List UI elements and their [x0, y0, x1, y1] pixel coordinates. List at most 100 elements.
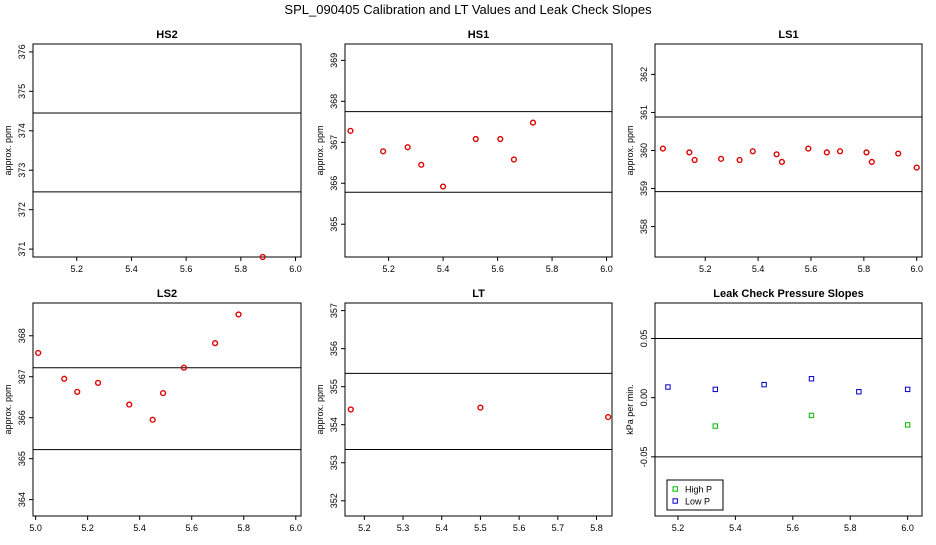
- chart-title: LS1: [778, 29, 798, 41]
- y-tick-label: 361: [639, 105, 649, 120]
- y-tick-label: 362: [639, 67, 649, 82]
- x-tick-label: 5.3: [397, 523, 410, 533]
- x-tick-label: 5.2: [70, 264, 83, 274]
- data-point-low-p: [856, 389, 862, 395]
- plot-frame: [344, 43, 613, 258]
- y-tick-label: 352: [329, 493, 339, 508]
- plot-frame: [344, 302, 613, 517]
- x-tick-label: 5.6: [185, 523, 198, 533]
- chart-hs1: HS1 5.2 5.4 5.6 5.8 6.0 365 366 367 368 369 approx.…: [315, 29, 613, 274]
- y-axis-label: approx. ppm: [3, 125, 13, 175]
- y-axis-label: kPa per min.: [625, 384, 635, 435]
- data-point: [159, 390, 167, 397]
- data-point-low-p: [904, 386, 911, 393]
- y-tick-label: 371: [17, 242, 27, 257]
- x-tick-label: 5.4: [125, 264, 138, 274]
- x-tick-label: 5.6: [180, 264, 193, 274]
- data-point-low-p: [712, 386, 718, 393]
- data-point: [913, 164, 920, 171]
- data-point: [347, 127, 354, 134]
- data-point: [868, 158, 875, 166]
- chart-ls1: LS1 5.2 5.4 5.6 5.8 6.0 358 359 360 361 362 approx.…: [625, 29, 923, 274]
- x-tick-label: 5.0: [29, 523, 42, 533]
- chart-leak: Leak Check Pressure Slopes 5.2 5.4 5.6 5.8 6.…: [625, 288, 923, 533]
- x-tick-label: 5.2: [81, 523, 94, 533]
- x-tick-label: 5.4: [729, 523, 742, 533]
- data-point-low-p: [761, 381, 767, 388]
- plot-frame: [32, 43, 302, 258]
- x-tick-label: 6.0: [290, 523, 303, 533]
- data-point: [605, 414, 612, 421]
- chart-lt: LT 5.2 5.3 5.4 5.5 5.6 5.7 5.8 352 353 354 355 356 35…: [315, 288, 613, 533]
- chart-hs2: HS2 5.2 5.4 5.6 5.8 6.0 371 372 373 374 375 376 appr…: [3, 29, 302, 274]
- chart-title: HS2: [156, 29, 177, 41]
- x-tick-label: 6.0: [289, 264, 302, 274]
- y-tick-label: 356: [329, 341, 339, 356]
- x-tick-label: 5.7: [552, 523, 565, 533]
- y-tick-label: 369: [329, 53, 339, 68]
- y-tick-label: 368: [329, 94, 339, 109]
- legend-label: High P: [685, 485, 712, 495]
- data-point: [472, 135, 479, 143]
- data-point: [778, 158, 785, 166]
- data-point: [212, 340, 219, 347]
- figure-title: SPL_090405 Calibration and LT Values and…: [284, 2, 652, 17]
- data-point: [895, 150, 902, 157]
- x-tick-label: 5.4: [435, 523, 448, 533]
- y-tick-label: 376: [17, 44, 27, 59]
- chart-title: LS2: [157, 288, 177, 300]
- chart-title: HS1: [468, 29, 489, 41]
- x-tick-label: 5.4: [752, 264, 765, 274]
- data-point: [180, 364, 188, 371]
- x-tick-label: 5.4: [133, 523, 146, 533]
- y-tick-label: 366: [329, 176, 339, 191]
- y-tick-label: 353: [329, 455, 339, 470]
- y-tick-label: 367: [17, 369, 27, 384]
- data-point: [259, 253, 266, 261]
- legend-box: [666, 479, 724, 511]
- legend-marker: [672, 498, 678, 504]
- data-point: [149, 416, 156, 423]
- data-point: [94, 379, 102, 386]
- y-tick-label: 372: [17, 202, 27, 217]
- data-point: [749, 148, 756, 155]
- data-point: [235, 311, 242, 318]
- data-point: [347, 406, 354, 413]
- y-tick-label: 358: [639, 219, 649, 234]
- data-point-high-p: [808, 412, 815, 419]
- data-point: [380, 148, 387, 155]
- data-point: [691, 156, 698, 164]
- y-tick-label: 357: [329, 303, 339, 318]
- y-axis-label: approx. ppm: [3, 384, 13, 434]
- x-tick-label: 5.2: [358, 523, 371, 533]
- x-tick-label: 6.0: [600, 264, 613, 274]
- data-point: [35, 349, 42, 357]
- data-point: [126, 401, 133, 408]
- x-tick-label: 5.8: [235, 264, 248, 274]
- x-tick-label: 5.8: [858, 264, 871, 274]
- plot-frame: [654, 302, 923, 517]
- data-point: [439, 183, 447, 190]
- plot-frame: [32, 302, 302, 517]
- chart-title: LT: [472, 288, 485, 300]
- x-tick-label: 5.8: [546, 264, 559, 274]
- data-point: [686, 149, 693, 156]
- data-point: [805, 145, 812, 152]
- y-tick-label: 354: [329, 417, 339, 432]
- data-point: [659, 145, 667, 152]
- data-point-low-p: [665, 384, 671, 390]
- legend-label: Low P: [685, 497, 710, 507]
- data-point: [529, 119, 537, 126]
- x-tick-label: 6.0: [901, 523, 914, 533]
- data-point: [773, 151, 780, 158]
- plot-frame: [654, 43, 923, 258]
- data-point: [836, 148, 844, 155]
- y-tick-label: 0.00: [639, 389, 649, 407]
- x-tick-label: 5.5: [474, 523, 487, 533]
- data-point: [404, 144, 411, 151]
- x-tick-label: 5.6: [491, 264, 504, 274]
- data-point: [863, 149, 870, 156]
- y-axis-label: approx. ppm: [315, 125, 325, 175]
